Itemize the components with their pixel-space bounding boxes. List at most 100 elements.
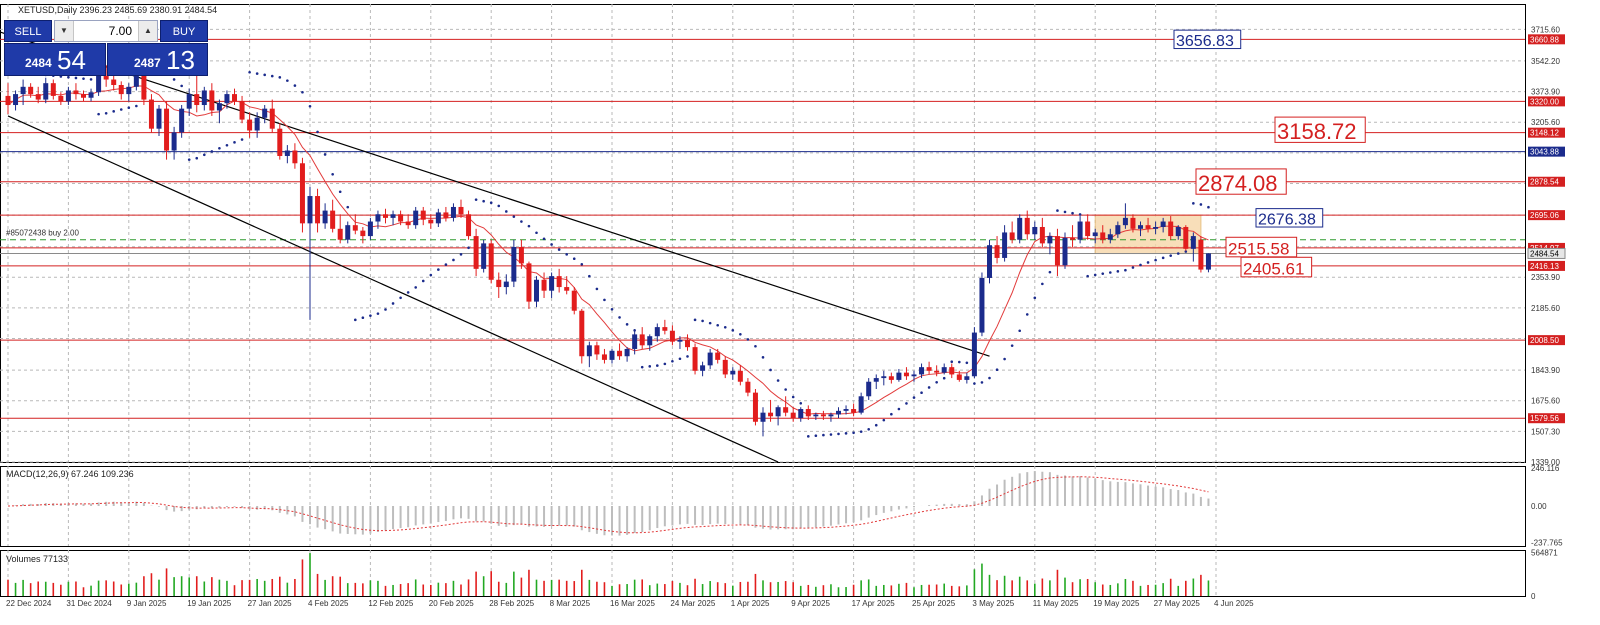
chart-header: XETUSD,Daily 2396.23 2485.69 2380.91 248…	[18, 5, 217, 15]
price-label: 2874.08	[1198, 171, 1278, 196]
y-tick-label: 1675.60	[1531, 397, 1560, 406]
candle-body	[873, 378, 879, 382]
sar-dot	[112, 110, 115, 113]
candle-body	[1077, 221, 1083, 240]
candle-body	[768, 412, 774, 417]
candle-body	[1032, 226, 1038, 235]
candle-body	[345, 225, 351, 240]
volume-stepper[interactable]: ▼ ▲	[54, 20, 158, 42]
candle-body	[760, 412, 766, 422]
candle-body	[247, 119, 253, 131]
sar-dot	[225, 143, 229, 147]
candle-body	[307, 196, 313, 224]
sar-dot	[437, 268, 440, 271]
sar-dot	[346, 205, 350, 209]
candle-body	[775, 407, 781, 417]
sar-dot	[497, 204, 501, 208]
volume-decrease-icon[interactable]: ▼	[55, 21, 74, 41]
sar-dot	[874, 423, 878, 427]
candle-body	[790, 412, 796, 419]
candle-body	[700, 365, 706, 371]
candle-body	[971, 332, 977, 377]
candle-body	[96, 75, 102, 93]
candle-body	[843, 409, 849, 411]
sar-dot	[807, 435, 810, 438]
candle-body	[420, 210, 426, 220]
candle-body	[1190, 236, 1196, 249]
sell-price[interactable]: 2484 54	[4, 43, 106, 76]
candle-body	[1205, 253, 1211, 270]
candle-body	[405, 221, 411, 226]
candle-body	[1122, 217, 1128, 226]
sar-dot	[633, 329, 636, 332]
sar-dot	[467, 246, 470, 250]
price-level-label: 2878.54	[1530, 178, 1559, 187]
x-tick-label: 19 May 2025	[1093, 599, 1140, 608]
sar-dot	[565, 253, 568, 256]
x-tick-label: 8 Mar 2025	[550, 599, 591, 608]
candle-body	[662, 327, 668, 331]
candle-body	[820, 414, 826, 417]
candle-body	[277, 128, 283, 156]
sar-dot	[701, 319, 704, 323]
price-level-label: 3320.00	[1530, 97, 1559, 106]
sell-price-minor: 54	[57, 45, 86, 75]
sar-dot	[761, 356, 765, 359]
y-tick-label: 1843.90	[1531, 366, 1560, 375]
price-pane[interactable]: #85072438 buy 2.00 3656.83 3158.72 2874.08 2…	[0, 5, 1525, 463]
sar-dot	[837, 432, 840, 436]
candle-body	[715, 352, 721, 360]
price-level-tag	[1528, 176, 1565, 187]
price-level-tag	[1528, 127, 1565, 138]
x-tick-label: 22 Dec 2024	[6, 599, 52, 608]
volume-input[interactable]	[74, 21, 138, 41]
sar-dot	[776, 379, 780, 382]
candle-body	[601, 354, 607, 360]
price-level-label: 2008.50	[1530, 336, 1559, 345]
sar-dot	[791, 395, 795, 399]
sar-dot	[278, 76, 282, 79]
candle-body	[111, 79, 117, 85]
sar-dot	[958, 360, 961, 364]
candle-body	[941, 367, 947, 373]
y-tick-label: 3715.60	[1531, 25, 1560, 34]
candle-body	[156, 108, 162, 129]
macd-tick-label: 0.00	[1531, 502, 1547, 511]
candle-body	[745, 381, 751, 393]
sar-dot	[822, 433, 825, 437]
sar-dot	[512, 215, 516, 218]
candle-body	[579, 310, 585, 357]
sell-button[interactable]: SELL	[4, 20, 52, 42]
sar-dot	[897, 407, 901, 411]
sar-dot	[1041, 282, 1044, 286]
sar-dot	[905, 402, 908, 405]
sar-dot	[286, 79, 289, 82]
candle-body	[164, 108, 170, 151]
buy-button[interactable]: BUY	[160, 20, 208, 42]
candle-body	[903, 372, 909, 377]
price-label-box	[1195, 168, 1287, 195]
sar-dot	[731, 329, 735, 332]
macd-label: MACD(12,26,9) 67.246 109.236	[6, 469, 134, 479]
sar-dot	[459, 253, 463, 256]
volume-increase-icon[interactable]: ▲	[138, 21, 157, 41]
candle-body	[964, 376, 970, 380]
candle-body	[934, 370, 940, 373]
sar-dot	[746, 338, 750, 341]
buy-price[interactable]: 2487 13	[107, 43, 208, 76]
candle-body	[299, 163, 305, 224]
sar-dot	[648, 365, 652, 368]
candle-body	[216, 103, 222, 111]
sar-dot	[535, 231, 538, 235]
sar-dot	[255, 72, 259, 75]
candle-body	[624, 348, 630, 357]
price-level-label: 3660.88	[1530, 35, 1559, 44]
sar-dot	[927, 386, 931, 389]
candle-body	[692, 347, 698, 371]
sar-dot	[708, 321, 712, 325]
candle-body	[639, 334, 645, 346]
candle-body	[707, 352, 713, 366]
candle-body	[5, 95, 11, 106]
candle-body	[141, 75, 147, 100]
